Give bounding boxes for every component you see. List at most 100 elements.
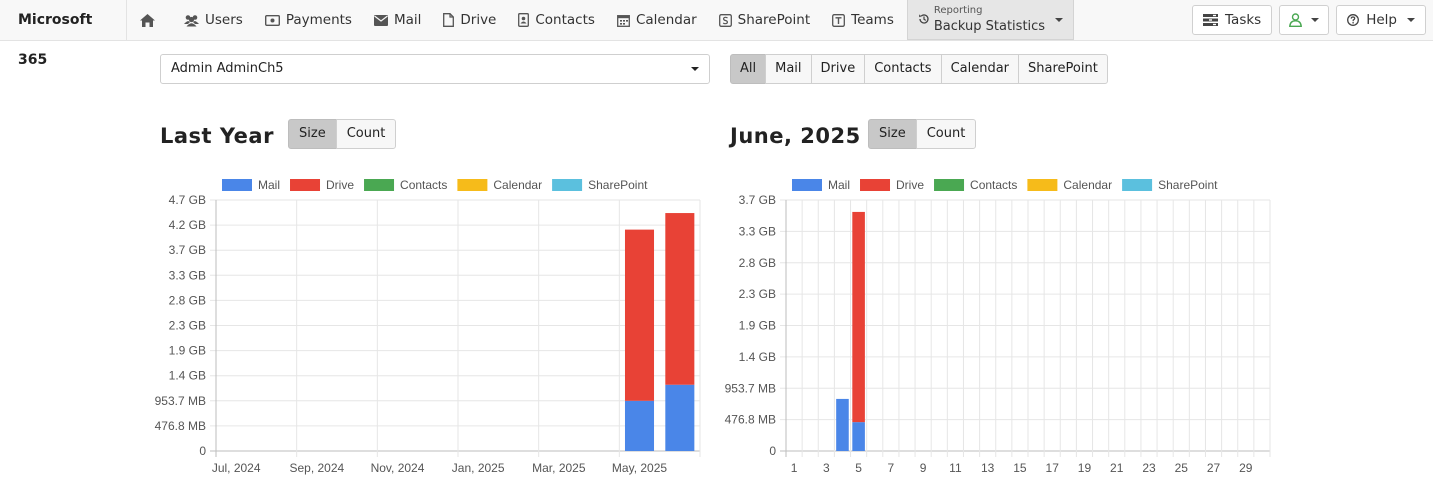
right-legend-swatch-sharepoint	[1122, 179, 1153, 191]
left-legend-swatch-mail	[222, 179, 252, 191]
history-icon	[918, 10, 930, 29]
right-legend-label-mail: Mail	[828, 178, 850, 192]
chevron-down-icon	[1407, 18, 1415, 22]
envelope-icon	[373, 14, 388, 26]
nav-contacts[interactable]: Contacts	[507, 0, 606, 40]
left-y-tick-label: 4.7 GB	[169, 193, 206, 207]
right-legend-item-calendar: Calendar	[1027, 178, 1112, 192]
left-y-tick-label: 953.7 MB	[155, 394, 206, 408]
left-legend-label-calendar: Calendar	[493, 178, 542, 192]
left-toggle-size[interactable]: Size	[288, 119, 337, 149]
nav-teams[interactable]: Teams	[821, 0, 905, 40]
nav-right-actions: Tasks Help	[1192, 5, 1433, 35]
left-x-tick-label: Jan, 2025	[452, 461, 505, 475]
chevron-down-icon	[691, 67, 699, 71]
calendar-icon	[616, 14, 630, 27]
left-legend-label-sharepoint: SharePoint	[588, 178, 648, 192]
right-legend-label-calendar: Calendar	[1063, 178, 1112, 192]
left-chart: Mail Drive Contacts Calendar SharePoint 0 476.…	[155, 178, 701, 475]
left-x-tick-label: Mar, 2025	[532, 461, 586, 475]
right-y-tick-label: 0	[769, 444, 776, 458]
user-menu-button[interactable]	[1279, 5, 1330, 35]
nav-reporting-dropdown[interactable]: Reporting Backup Statistics	[906, 0, 1075, 40]
left-x-tick-label: Nov, 2024	[371, 461, 425, 475]
sharepoint-icon	[718, 13, 732, 27]
nav-calendar[interactable]: Calendar	[606, 0, 708, 40]
nav-sharepoint-label: SharePoint	[737, 12, 811, 28]
right-x-tick-label: 15	[1013, 461, 1027, 475]
left-legend-item-drive: Drive	[290, 178, 354, 192]
service-filter-all[interactable]: All	[730, 54, 767, 84]
left-bar-drive-jun2025	[665, 213, 695, 385]
right-x-tick-label: 13	[981, 461, 995, 475]
left-legend-item-contacts: Contacts	[364, 178, 447, 192]
user-select-value: Admin AdminCh5	[171, 61, 284, 76]
right-y-tick-label: 1.4 GB	[739, 350, 776, 364]
right-legend-item-contacts: Contacts	[934, 178, 1017, 192]
right-x-tick-label: 9	[920, 461, 927, 475]
right-legend-label-sharepoint: SharePoint	[1158, 178, 1218, 192]
left-y-tick-label: 1.4 GB	[169, 369, 206, 383]
teams-icon	[832, 13, 846, 27]
right-y-tick-label: 953.7 MB	[725, 381, 776, 395]
top-navbar: Microsoft 365 Users Payments Mail	[0, 0, 1433, 68]
tasks-button[interactable]: Tasks	[1192, 5, 1273, 35]
nav-sharepoint[interactable]: SharePoint	[708, 0, 821, 40]
right-y-tick-label: 3.7 GB	[739, 193, 776, 207]
right-chart: Mail Drive Contacts Calendar SharePoint 0 476.…	[725, 178, 1271, 475]
right-legend-item-sharepoint: SharePoint	[1122, 178, 1218, 192]
right-toggle-count[interactable]: Count	[915, 119, 977, 149]
nav-payments[interactable]: Payments	[254, 0, 363, 40]
right-size-count-toggle: Size Count	[868, 119, 977, 149]
left-y-tick-label: 3.3 GB	[169, 268, 206, 282]
left-legend-item-sharepoint: SharePoint	[552, 178, 648, 192]
right-bar-drive-5	[852, 211, 865, 423]
service-filter-calendar[interactable]: Calendar	[940, 54, 1020, 84]
right-x-tick-label: 5	[855, 461, 862, 475]
right-legend-swatch-contacts	[934, 179, 965, 191]
right-x-tick-label: 3	[823, 461, 830, 475]
nav-mail-label: Mail	[393, 12, 422, 28]
right-x-tick-label: 11	[949, 461, 962, 475]
right-x-tick-label: 17	[1046, 461, 1060, 475]
nav-home[interactable]	[128, 0, 173, 40]
question-circle-icon	[1347, 14, 1366, 26]
right-legend-swatch-mail	[792, 179, 822, 191]
nav-mail[interactable]: Mail	[363, 0, 432, 40]
right-bar-mail-4	[836, 398, 849, 451]
right-y-tick-label: 476.8 MB	[725, 413, 776, 427]
right-bar-mail-5	[852, 422, 865, 451]
right-x-tick-label: 29	[1239, 461, 1253, 475]
nav-drive-label: Drive	[460, 12, 497, 28]
nav-calendar-label: Calendar	[635, 12, 697, 28]
nav-users[interactable]: Users	[173, 0, 254, 40]
left-legend-item-calendar: Calendar	[457, 178, 542, 192]
right-y-tick-label: 2.8 GB	[739, 256, 776, 270]
reporting-label-stack: Reporting Backup Statistics	[933, 5, 1045, 34]
service-filter-sharepoint[interactable]: SharePoint	[1018, 54, 1108, 84]
tasks-label: Tasks	[1225, 12, 1262, 28]
file-icon	[443, 13, 455, 27]
left-y-tick-label: 2.3 GB	[169, 319, 206, 333]
left-y-tick-label: 1.9 GB	[169, 344, 206, 358]
right-y-tick-label: 3.3 GB	[739, 224, 776, 238]
left-toggle-count[interactable]: Count	[335, 119, 397, 149]
right-x-tick-label: 23	[1142, 461, 1156, 475]
user-select[interactable]: Admin AdminCh5	[160, 54, 710, 84]
nav-drive[interactable]: Drive	[432, 0, 507, 40]
right-x-tick-label: 7	[888, 461, 895, 475]
left-y-tick-label: 2.8 GB	[169, 293, 206, 307]
right-toggle-size[interactable]: Size	[868, 119, 917, 149]
help-button[interactable]: Help	[1336, 5, 1426, 35]
left-legend-label-contacts: Contacts	[400, 178, 447, 192]
users-icon	[184, 14, 199, 27]
tasks-icon	[1203, 14, 1225, 26]
reporting-section-label: Reporting	[933, 5, 983, 16]
left-bar-mail-may2025	[624, 400, 655, 451]
left-y-tick-label: 4.2 GB	[169, 218, 206, 232]
service-filter-contacts[interactable]: Contacts	[864, 54, 942, 84]
service-filter-mail[interactable]: Mail	[765, 54, 812, 84]
right-legend-label-contacts: Contacts	[970, 178, 1017, 192]
brand-title[interactable]: Microsoft 365	[0, 0, 127, 68]
